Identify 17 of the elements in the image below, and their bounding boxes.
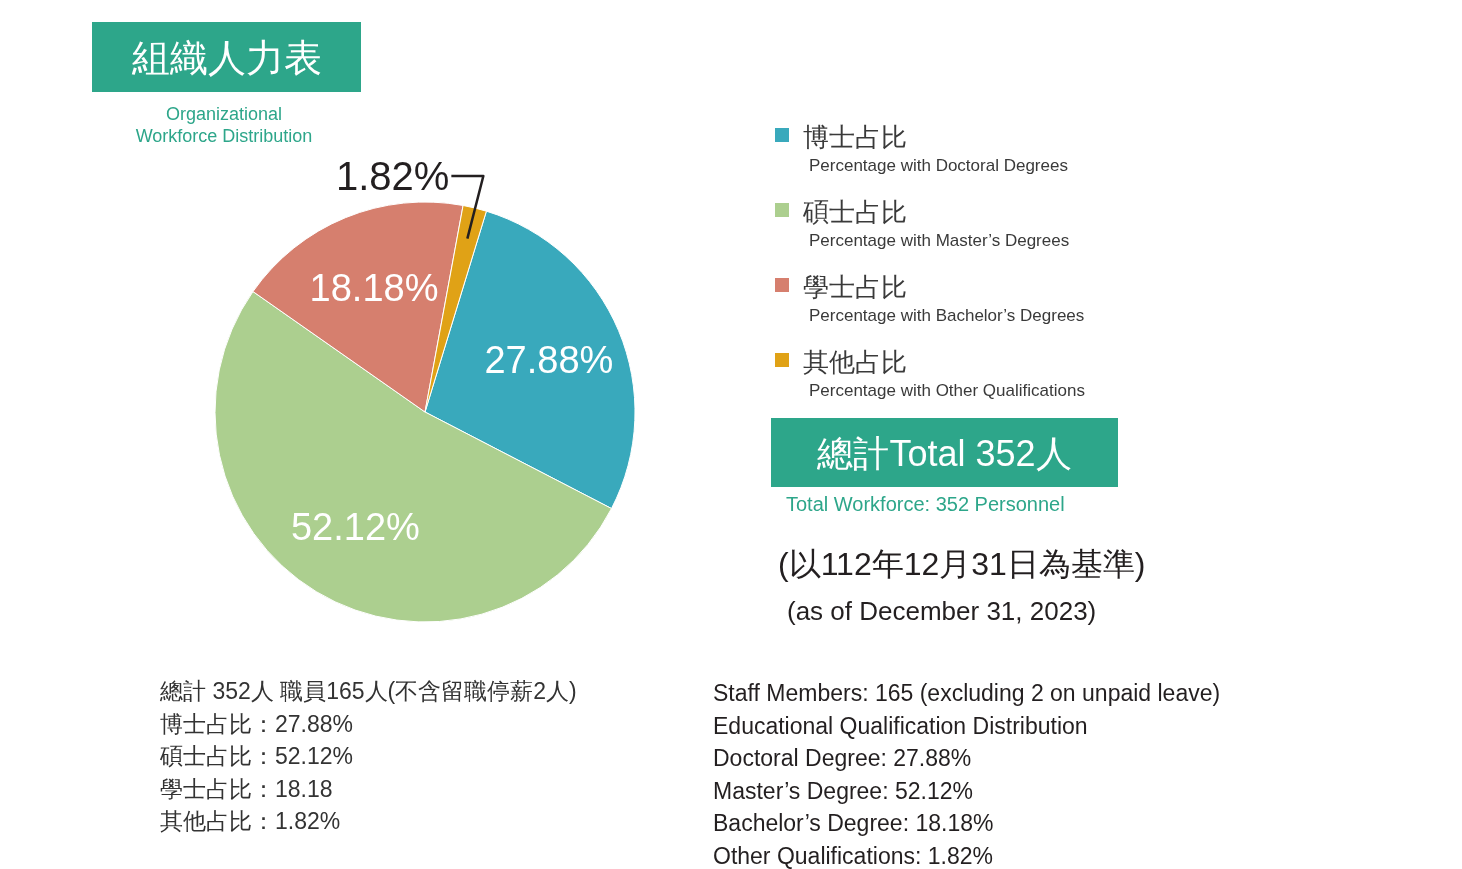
legend-label: 碩士占比 Percentage with Master’s Degrees [802, 197, 1070, 250]
chart-title: 組織人力表 [130, 37, 322, 79]
text: (as of December 31, 2023) [787, 596, 1097, 626]
text: Total Workforce: 352 Personnel [786, 493, 1065, 515]
legend-label: 博士占比 Percentage with Doctoral Degrees [803, 122, 1068, 175]
title: 組織人力表 [92, 22, 361, 92]
legend-label: 其他占比 Percentage with Other Qualifications [803, 347, 1085, 400]
text: (以112年12月31日為基準) [778, 546, 1146, 582]
data-label: 1.82% [335, 154, 450, 198]
total-box: 總計Total 352人 [771, 418, 1118, 487]
data-label: 27.88% [484, 338, 614, 381]
data-label: 18.18% [309, 266, 439, 309]
legend-label: 學士占比 Percentage with Bachelor’s Degrees [803, 272, 1085, 325]
text: 總計 352人 職員165人(不含留職停薪2人) 博士占比：27.88% 碩士占比：52.12% 學士占比：18.18 其他占比：1.82% [159, 678, 577, 834]
data-label: 52.12% [290, 505, 420, 548]
chart-subtitle: Organizational Workforce Distribution [135, 104, 313, 146]
text: Staff Members: 165 (excluding 2 on unpaid leave) Educational Qualification Distribution Doctoral Degree: 27.88% Master’s Degree: 52.12% Bachelor’s Degree: 18.18% Other Qualifications: 1.82% [713, 680, 1221, 869]
